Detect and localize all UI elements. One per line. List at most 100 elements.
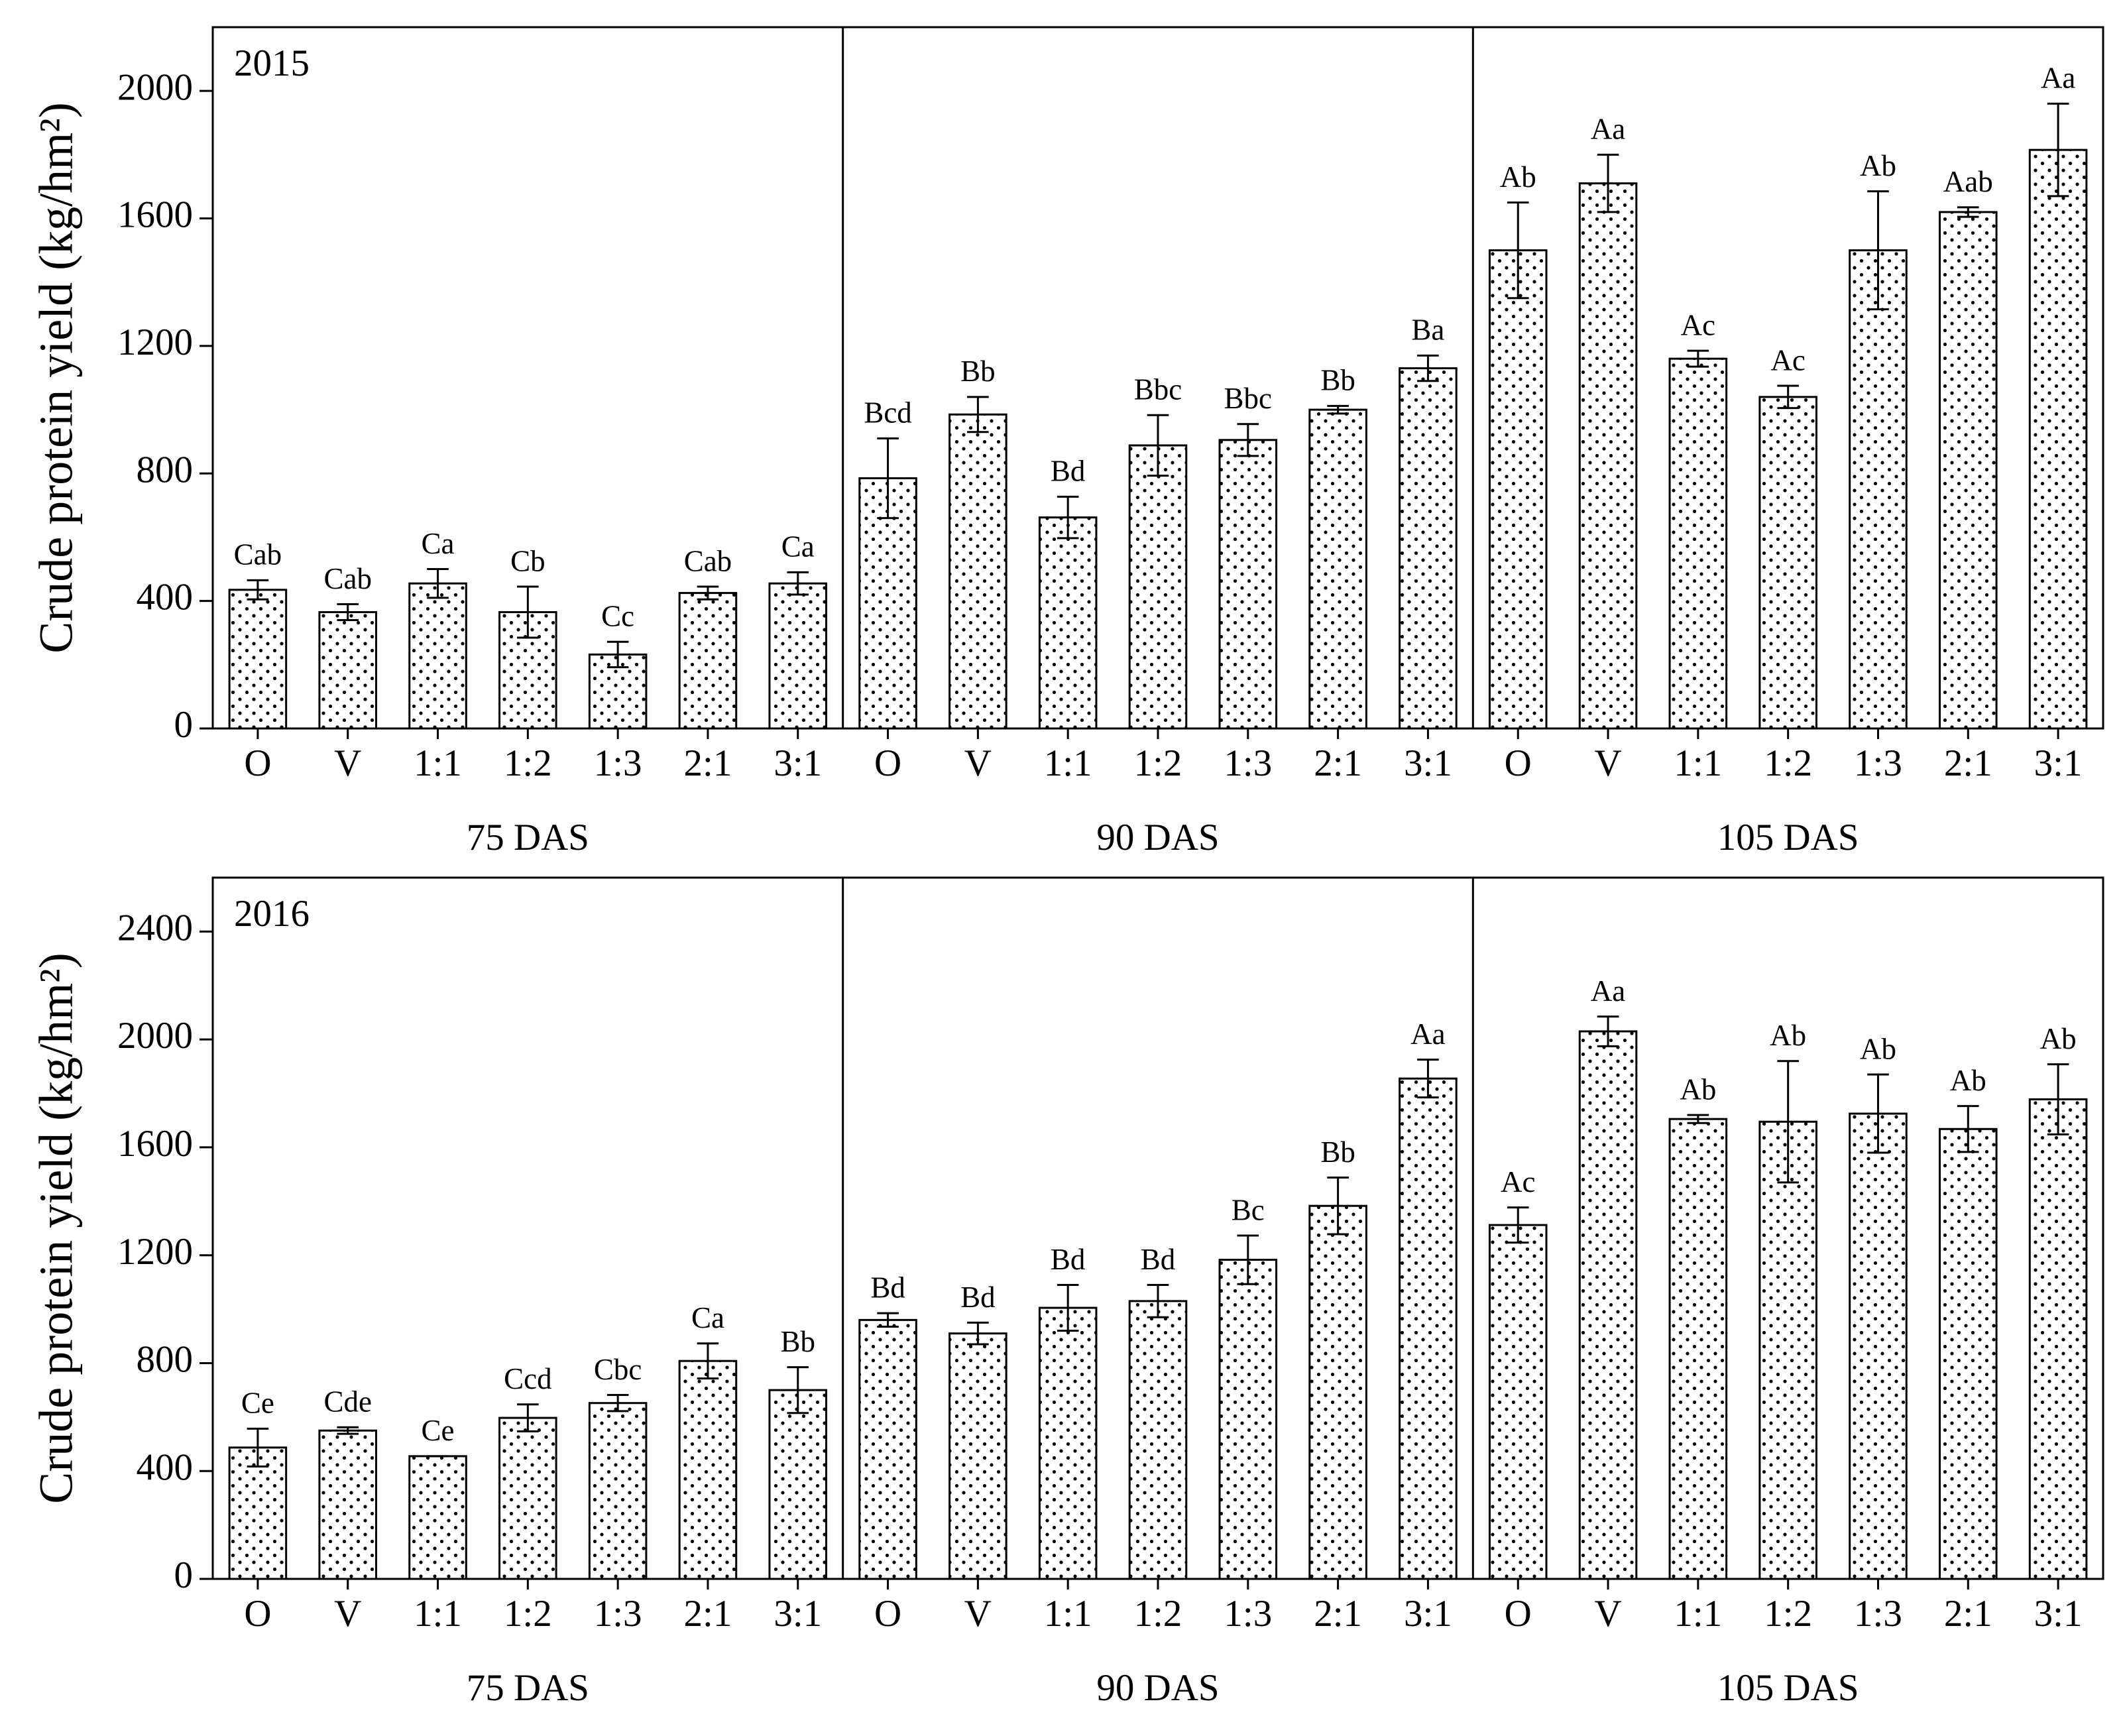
x-tick-label: 1:2 (1134, 1593, 1182, 1635)
x-tick-label: 3:1 (1404, 742, 1452, 784)
x-tick-label: O (1505, 1593, 1532, 1635)
significance-letter: Ab (1860, 1032, 1896, 1065)
error-bar (787, 571, 809, 596)
plot-frame (211, 26, 2104, 730)
significance-letter: Bbc (1134, 373, 1182, 406)
significance-letter: Ce (241, 1387, 274, 1420)
bar (228, 1446, 288, 1580)
x-tick-label: O (1505, 742, 1532, 784)
x-tick-label: 1:3 (594, 1593, 642, 1635)
significance-letter: Ac (1770, 343, 1805, 376)
x-tick-label: 3:1 (2034, 1593, 2083, 1635)
significance-letter: Ccd (504, 1362, 552, 1395)
group-label: 90 DAS (1096, 817, 1219, 858)
bar (768, 582, 828, 730)
significance-letter: Aab (1943, 165, 1993, 198)
bar (1038, 1306, 1098, 1580)
error-bar (1777, 1060, 1799, 1184)
error-bar (1957, 1105, 1979, 1153)
significance-letter: Bcd (864, 396, 912, 430)
bar (1578, 1030, 1638, 1580)
x-tick-label: 3:1 (2034, 742, 2083, 784)
significance-letter: Bbc (1224, 382, 1273, 415)
plot-frame (211, 876, 2104, 1580)
significance-letter: Cc (601, 600, 634, 633)
x-tick-label: 3:1 (1404, 1593, 1452, 1635)
x-tick-label: 1:3 (1854, 742, 1902, 784)
y-tick-label: 800 (137, 449, 194, 491)
bar (1668, 1118, 1728, 1580)
significance-letter: Bc (1232, 1193, 1265, 1226)
x-tick-label: V (334, 1593, 361, 1635)
bar (858, 1318, 917, 1580)
error-bar (967, 396, 989, 434)
y-axis-label: Crude protein yield (kg/hm²) (30, 953, 83, 1503)
significance-letter: Cab (684, 544, 732, 577)
bar (1939, 211, 1998, 730)
bar (1758, 1120, 1817, 1580)
y-tick-label: 0 (174, 1554, 194, 1596)
bar (678, 1360, 738, 1580)
x-tick-label: 1:2 (504, 742, 552, 784)
error-bar (1417, 354, 1439, 382)
significance-letter: Aa (2041, 62, 2075, 95)
group-label: 75 DAS (467, 817, 589, 858)
error-bar (2047, 102, 2069, 198)
bar (1849, 1112, 1908, 1580)
bar (1668, 357, 1728, 730)
significance-letter: Bb (1320, 1135, 1355, 1169)
y-tick-label: 2000 (117, 66, 193, 108)
error-bar (606, 640, 629, 669)
significance-letter: Cb (510, 544, 545, 577)
error-bar (1237, 1234, 1259, 1285)
bar (2028, 148, 2088, 730)
bar (588, 1402, 648, 1580)
error-bar (1417, 1059, 1439, 1099)
y-tick-label: 1600 (117, 194, 193, 236)
bar (318, 610, 377, 730)
significance-letter: Ab (1500, 160, 1536, 194)
y-axis-label: Crude protein yield (kg/hm²) (30, 102, 83, 653)
bar (228, 589, 288, 730)
x-tick-label: 2:1 (684, 1593, 732, 1635)
x-tick-label: 1:2 (1134, 742, 1182, 784)
error-bar (967, 1321, 989, 1346)
significance-letter: Ac (1681, 308, 1715, 341)
bar (1578, 182, 1638, 730)
error-bar (1057, 495, 1079, 540)
bar (1128, 1300, 1188, 1580)
significance-letter: Bd (1141, 1243, 1176, 1276)
error-bar (877, 1312, 899, 1328)
significance-letter: Cab (323, 562, 372, 595)
error-bar (1327, 1177, 1349, 1236)
bar (1399, 367, 1458, 730)
bar (1218, 439, 1278, 730)
significance-letter: Ab (2040, 1022, 2077, 1055)
x-tick-label: 3:1 (774, 742, 822, 784)
x-tick-label: 1:1 (1044, 742, 1092, 784)
x-tick-label: O (244, 742, 271, 784)
x-tick-label: O (874, 1593, 901, 1635)
x-tick-label: O (244, 1593, 271, 1635)
error-bar (247, 579, 269, 601)
x-tick-label: V (964, 1593, 992, 1635)
bar (1128, 444, 1188, 730)
error-bar (697, 585, 719, 601)
error-bar (2047, 1063, 2069, 1135)
y-tick-label: 1200 (117, 321, 193, 363)
x-tick-label: 1:3 (594, 742, 642, 784)
error-bar (337, 603, 359, 621)
bar (2028, 1098, 2088, 1580)
significance-letter: Aa (1591, 974, 1625, 1008)
x-tick-label: 1:1 (414, 742, 462, 784)
y-tick-label: 1600 (117, 1123, 193, 1165)
significance-letter: Bb (781, 1325, 816, 1358)
significance-letter: Ce (422, 1414, 455, 1447)
x-tick-label: 1:2 (504, 1593, 552, 1635)
significance-letter: Bb (960, 355, 996, 388)
bar (1488, 1224, 1548, 1580)
significance-letter: Aa (1591, 113, 1625, 146)
bar (678, 592, 738, 730)
x-tick-label: V (1594, 1593, 1621, 1635)
